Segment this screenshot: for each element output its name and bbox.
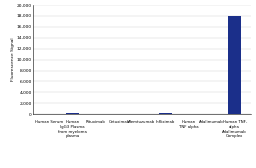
Bar [228, 16, 241, 114]
Y-axis label: Fluorescence Signal: Fluorescence Signal [11, 38, 15, 81]
Bar [159, 113, 172, 114]
Bar [66, 113, 79, 114]
